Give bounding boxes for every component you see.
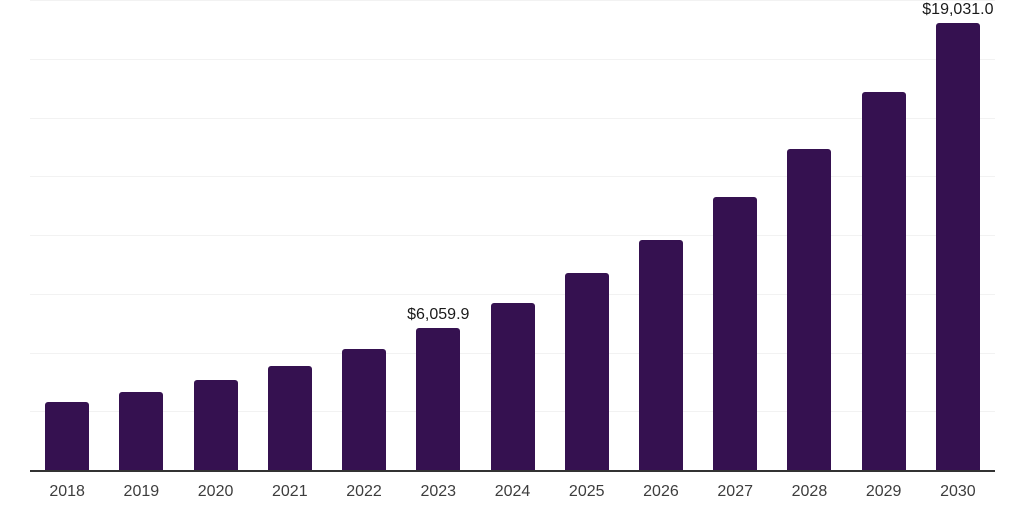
x-tick-2025: 2025 (568, 483, 605, 500)
bar-2022 (342, 349, 387, 470)
data-label-2023: $6,059.9 (407, 305, 470, 323)
plot-area: $6,059.9 $19,031.0 (30, 0, 995, 472)
x-tick-2024: 2024 (494, 483, 531, 500)
x-tick-2029: 2029 (865, 483, 902, 500)
gridline-7500 (30, 293, 995, 295)
x-tick-2019: 2019 (123, 483, 160, 500)
bar-2024 (490, 302, 535, 470)
bar-2027 (713, 197, 758, 470)
x-tick-2028: 2028 (791, 483, 828, 500)
bar-2025 (564, 273, 609, 470)
bar-2019 (119, 391, 164, 470)
bar-2018 (45, 401, 90, 470)
gridline-15000 (30, 117, 995, 119)
x-tick-2021: 2021 (272, 483, 308, 500)
x-tick-2027: 2027 (717, 483, 753, 500)
x-tick-2026: 2026 (643, 483, 679, 500)
bar-2023 (416, 327, 461, 470)
gridline-12500 (30, 176, 995, 178)
x-tick-2022: 2022 (346, 483, 382, 500)
data-label-2030: $19,031.0 (922, 0, 994, 18)
x-tick-2030: 2030 (940, 483, 976, 500)
bar-2028 (787, 149, 832, 470)
gridline-10000 (30, 235, 995, 236)
bar-2021 (267, 365, 312, 470)
gridline-17500 (30, 58, 995, 60)
bar-2020 (193, 380, 238, 470)
x-tick-2020: 2020 (197, 483, 234, 500)
bar-2030 (935, 22, 980, 470)
bar-2029 (861, 91, 906, 470)
x-axis: 2018 2019 2020 2021 2022 2023 2024 2025 2026 2027… (30, 484, 995, 504)
gridline-20000 (30, 0, 995, 1)
bar-2026 (638, 239, 683, 470)
x-tick-2018: 2018 (49, 483, 85, 500)
x-tick-2023: 2023 (420, 483, 457, 500)
